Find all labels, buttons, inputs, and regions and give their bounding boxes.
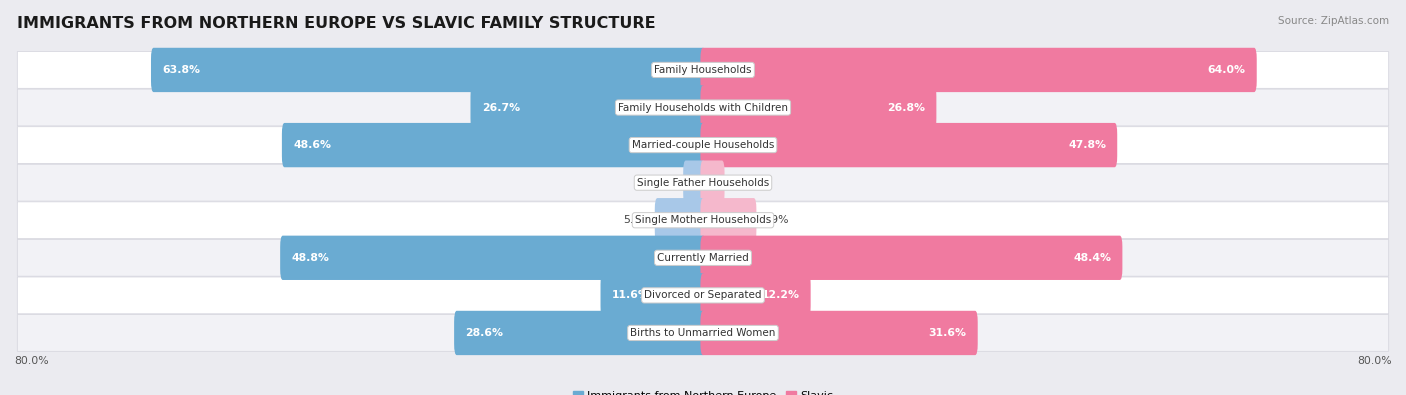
Text: 48.8%: 48.8% — [291, 253, 329, 263]
Text: Births to Unmarried Women: Births to Unmarried Women — [630, 328, 776, 338]
Text: Family Households with Children: Family Households with Children — [619, 103, 787, 113]
FancyBboxPatch shape — [17, 51, 1389, 88]
Text: 80.0%: 80.0% — [1357, 356, 1392, 366]
FancyBboxPatch shape — [17, 277, 1389, 314]
Text: 47.8%: 47.8% — [1069, 140, 1107, 150]
Text: Married-couple Households: Married-couple Households — [631, 140, 775, 150]
Text: Single Mother Households: Single Mother Households — [636, 215, 770, 225]
Text: IMMIGRANTS FROM NORTHERN EUROPE VS SLAVIC FAMILY STRUCTURE: IMMIGRANTS FROM NORTHERN EUROPE VS SLAVI… — [17, 16, 655, 31]
FancyBboxPatch shape — [17, 164, 1389, 201]
FancyBboxPatch shape — [700, 311, 977, 355]
Text: 26.8%: 26.8% — [887, 103, 925, 113]
FancyBboxPatch shape — [471, 85, 706, 130]
Text: Currently Married: Currently Married — [657, 253, 749, 263]
Text: 48.4%: 48.4% — [1073, 253, 1111, 263]
Text: 63.8%: 63.8% — [162, 65, 200, 75]
FancyBboxPatch shape — [600, 273, 706, 318]
FancyBboxPatch shape — [150, 48, 706, 92]
FancyBboxPatch shape — [700, 236, 1122, 280]
FancyBboxPatch shape — [17, 239, 1389, 276]
Text: Single Father Households: Single Father Households — [637, 178, 769, 188]
FancyBboxPatch shape — [655, 198, 706, 243]
FancyBboxPatch shape — [700, 273, 811, 318]
Text: 11.6%: 11.6% — [612, 290, 650, 300]
FancyBboxPatch shape — [454, 311, 706, 355]
Text: 28.6%: 28.6% — [465, 328, 503, 338]
FancyBboxPatch shape — [17, 127, 1389, 164]
FancyBboxPatch shape — [700, 85, 936, 130]
FancyBboxPatch shape — [17, 202, 1389, 239]
Text: 26.7%: 26.7% — [482, 103, 520, 113]
FancyBboxPatch shape — [281, 123, 706, 167]
Text: 64.0%: 64.0% — [1208, 65, 1246, 75]
Text: 5.9%: 5.9% — [761, 215, 789, 225]
FancyBboxPatch shape — [700, 160, 724, 205]
FancyBboxPatch shape — [17, 314, 1389, 352]
Text: 80.0%: 80.0% — [14, 356, 49, 366]
Text: 12.2%: 12.2% — [762, 290, 800, 300]
FancyBboxPatch shape — [683, 160, 706, 205]
FancyBboxPatch shape — [17, 89, 1389, 126]
Text: Family Households: Family Households — [654, 65, 752, 75]
Text: 2.2%: 2.2% — [728, 178, 756, 188]
Text: 5.3%: 5.3% — [623, 215, 651, 225]
FancyBboxPatch shape — [700, 48, 1257, 92]
FancyBboxPatch shape — [700, 123, 1118, 167]
Legend: Immigrants from Northern Europe, Slavic: Immigrants from Northern Europe, Slavic — [568, 387, 838, 395]
Text: 48.6%: 48.6% — [292, 140, 330, 150]
Text: 2.0%: 2.0% — [651, 178, 679, 188]
Text: 31.6%: 31.6% — [928, 328, 966, 338]
FancyBboxPatch shape — [700, 198, 756, 243]
Text: Source: ZipAtlas.com: Source: ZipAtlas.com — [1278, 16, 1389, 26]
FancyBboxPatch shape — [280, 236, 706, 280]
Text: Divorced or Separated: Divorced or Separated — [644, 290, 762, 300]
